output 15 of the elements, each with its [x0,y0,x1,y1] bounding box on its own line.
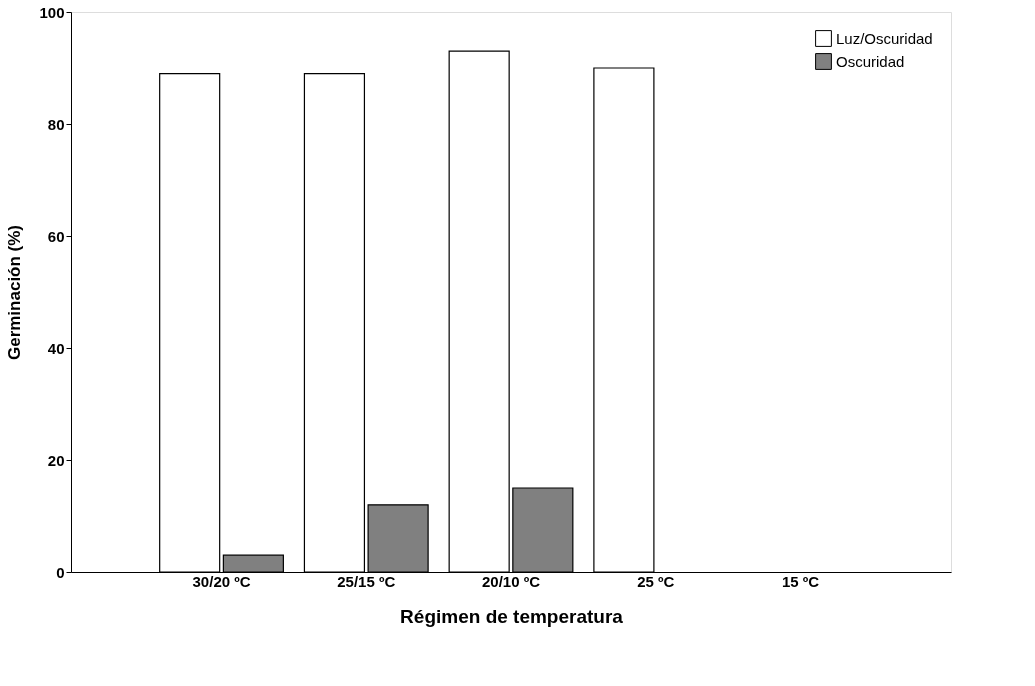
y-tick-label: 100 [39,3,65,21]
legend-label: Luz/Oscuridad [836,29,933,47]
y-axis-title: Germinación (%) [5,224,25,361]
y-tick-label: 80 [47,115,65,133]
x-tick-label: 15 ºC [781,572,820,590]
y-tick-label: 40 [47,339,65,357]
y-tick-label: 20 [47,451,65,469]
x-tick-label: 30/20 ºC [192,572,251,590]
y-tick-label: 60 [47,227,65,245]
legend-label: Oscuridad [836,52,905,70]
x-axis-title: Régimen de temperatura [400,605,624,627]
x-tick-label: 20/10 ºC [481,572,541,590]
y-tick-label: 0 [56,563,65,581]
x-tick-label: 25 ºC [637,572,675,590]
x-tick-label: 25/15 ºC [337,572,396,590]
